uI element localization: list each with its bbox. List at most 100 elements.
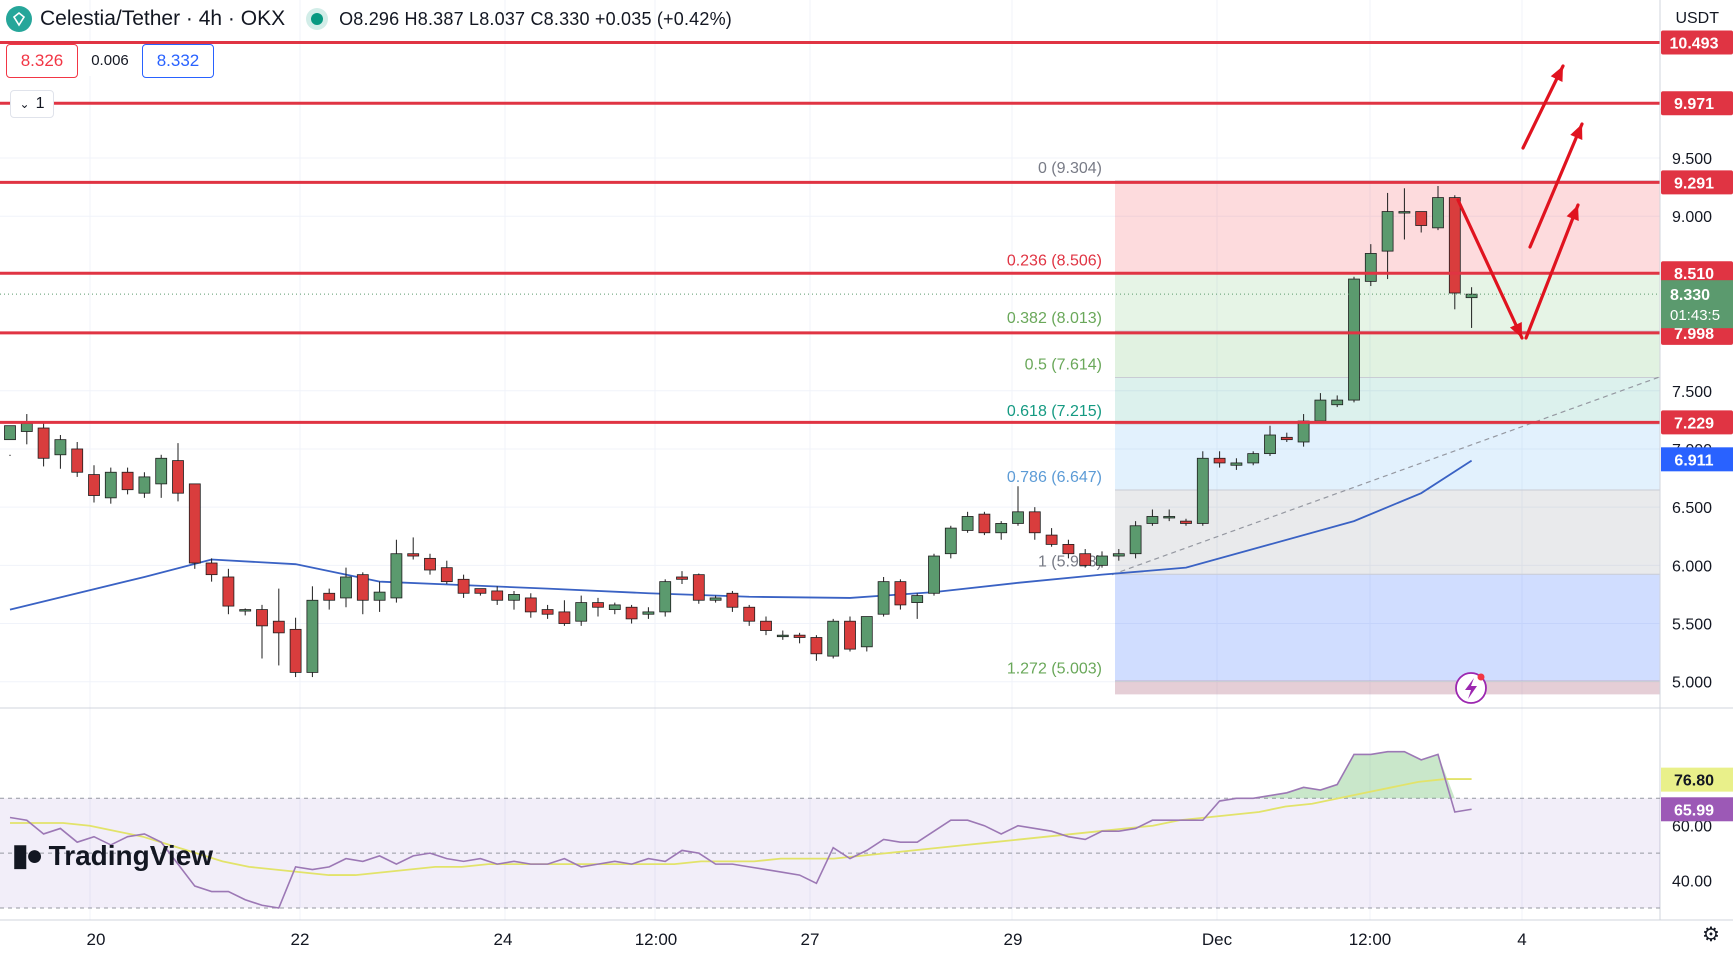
candle-body [1364,253,1377,282]
chevron-down-icon: ⌄ [19,97,30,111]
candle-body [827,620,840,657]
forecast-arrow-up-2 [1528,122,1584,249]
tradingview-logo[interactable]: ▮● TradingView [12,838,213,873]
brand-name: TradingView [48,839,214,871]
candle-body [575,602,588,622]
price-tick-label: 7.500 [1672,384,1712,401]
bid-price[interactable]: 8.326 [6,44,78,78]
candle-countdown-label: 01:43:5 [1670,307,1720,324]
candle-body [659,581,672,613]
fib-zone [1115,574,1660,682]
candle-body [709,597,722,601]
fib-level-label: 1 (5.923) [1038,553,1102,570]
time-tick-label: 4 [1517,930,1526,949]
candle-body [1129,525,1142,555]
level-price-label: 8.510 [1674,266,1714,283]
time-tick-label: 22 [291,930,310,949]
tradingview-mark-icon: ▮● [12,839,44,872]
candle-body [390,553,403,599]
candle-body [373,591,386,601]
candle-body [474,588,487,594]
candle-body [676,576,688,580]
candle-body [541,609,554,615]
candle-body [491,590,504,601]
current-price-label: 8.330 [1670,287,1710,304]
candle-body [323,592,336,601]
forecast-arrow-up-1 [1524,203,1580,340]
fib-level-label: 0.618 (7.215) [1007,403,1102,420]
candle-body [54,439,67,456]
candle-body [1247,453,1260,464]
candle-body [1146,516,1159,524]
candle-body [205,562,218,576]
rsi-overbought-fill [1253,751,1455,799]
rsi-value-label: 76.80 [1674,773,1714,790]
candle-body [289,628,302,673]
candle-body [860,616,873,648]
price-tick-label: 9.000 [1672,209,1712,226]
candle-body [340,576,352,599]
candle-body [844,620,856,650]
candle-body [810,637,823,655]
rsi-tick-label: 60.00 [1672,819,1712,836]
time-tick-label: 20 [87,930,106,949]
forecast-arrow-up-3 [1521,64,1565,150]
candle-body [1163,516,1176,519]
price-axis: 9.5009.0007.5007.0006.5006.0005.5005.000… [1659,0,1733,920]
fib-zone [1115,377,1660,424]
candle-body [776,634,789,638]
time-tick-label: 24 [494,930,513,949]
time-tick-label: 12:00 [635,930,678,949]
candle-body [608,604,621,610]
fib-level-label: 0.5 (7.614) [1025,357,1102,374]
symbol-title[interactable]: Celestia/Tether · 4h · OKX [40,7,286,30]
moving-average-line [9,459,1473,611]
candle-body [1062,543,1075,555]
time-tick-label: 29 [1004,930,1023,949]
candle-body [625,606,638,620]
fib-zone [1115,273,1660,332]
candle-body [71,448,84,473]
candle-body [104,471,117,499]
settings-gear-icon[interactable]: ⚙ [1702,924,1720,946]
candle-body [1314,399,1327,422]
candle-body [256,609,268,627]
time-tick-label: 27 [801,930,820,949]
notification-dot [1477,673,1485,681]
ask-price[interactable]: 8.332 [142,44,214,78]
indicator-collapse-toggle[interactable]: ⌄ 1 [10,90,54,118]
candle-body [1448,197,1461,294]
candle-body [1230,462,1243,466]
candle-body [961,516,974,531]
candle-body [188,483,201,564]
forecast-arrow-down-head [1509,322,1522,338]
candle-body [457,578,470,594]
candle-body [306,599,319,673]
candle-body [928,555,940,594]
candle-body [1112,553,1125,557]
fib-level-label: 0.236 (8.506) [1007,253,1102,270]
candle-body [1079,553,1092,566]
candle-body [1213,457,1226,464]
currency-unit[interactable]: USDT [1675,10,1719,27]
time-axis: 20 22 24 12:00 27 29 Dec 12:00 4 [0,919,1733,949]
candle-body [1415,211,1428,226]
time-tick-label: 12:00 [1349,930,1392,949]
level-price-tag [1661,261,1733,286]
level-price-tag [1661,170,1733,195]
ohlc-values: O8.296 H8.387 L8.037 C8.330 +0.035 (+0.4… [339,8,732,29]
ma-value-label: 6.911 [1674,452,1713,469]
candle-body [1264,434,1276,455]
candle-body [222,576,235,607]
price-tick-label: 6.500 [1672,500,1712,517]
candle-body [407,553,420,557]
rsi-value-label: 65.99 [1674,802,1714,819]
candle-body [1348,278,1360,401]
market-open-indicator [311,13,324,25]
rsi-value-tag [1661,797,1733,822]
price-tick-label: 5.000 [1672,675,1712,692]
candle-body [1045,534,1058,545]
candle-body [1012,511,1024,524]
candle-body [1280,436,1293,441]
